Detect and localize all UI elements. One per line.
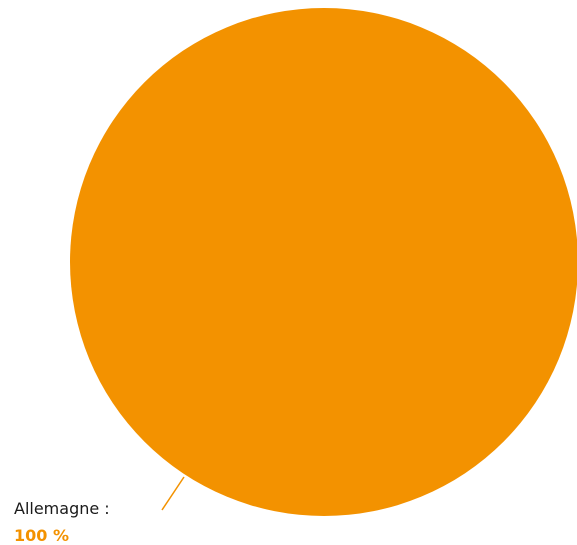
pie-data-labels: Allemagne : 100 % [14, 476, 185, 545]
slice-value-0: 100 % [14, 526, 69, 545]
label-connector-0 [161, 476, 185, 511]
pie-slices [70, 8, 577, 516]
pie-slice-0 [70, 8, 577, 516]
slice-label-0: Allemagne : [14, 499, 110, 518]
